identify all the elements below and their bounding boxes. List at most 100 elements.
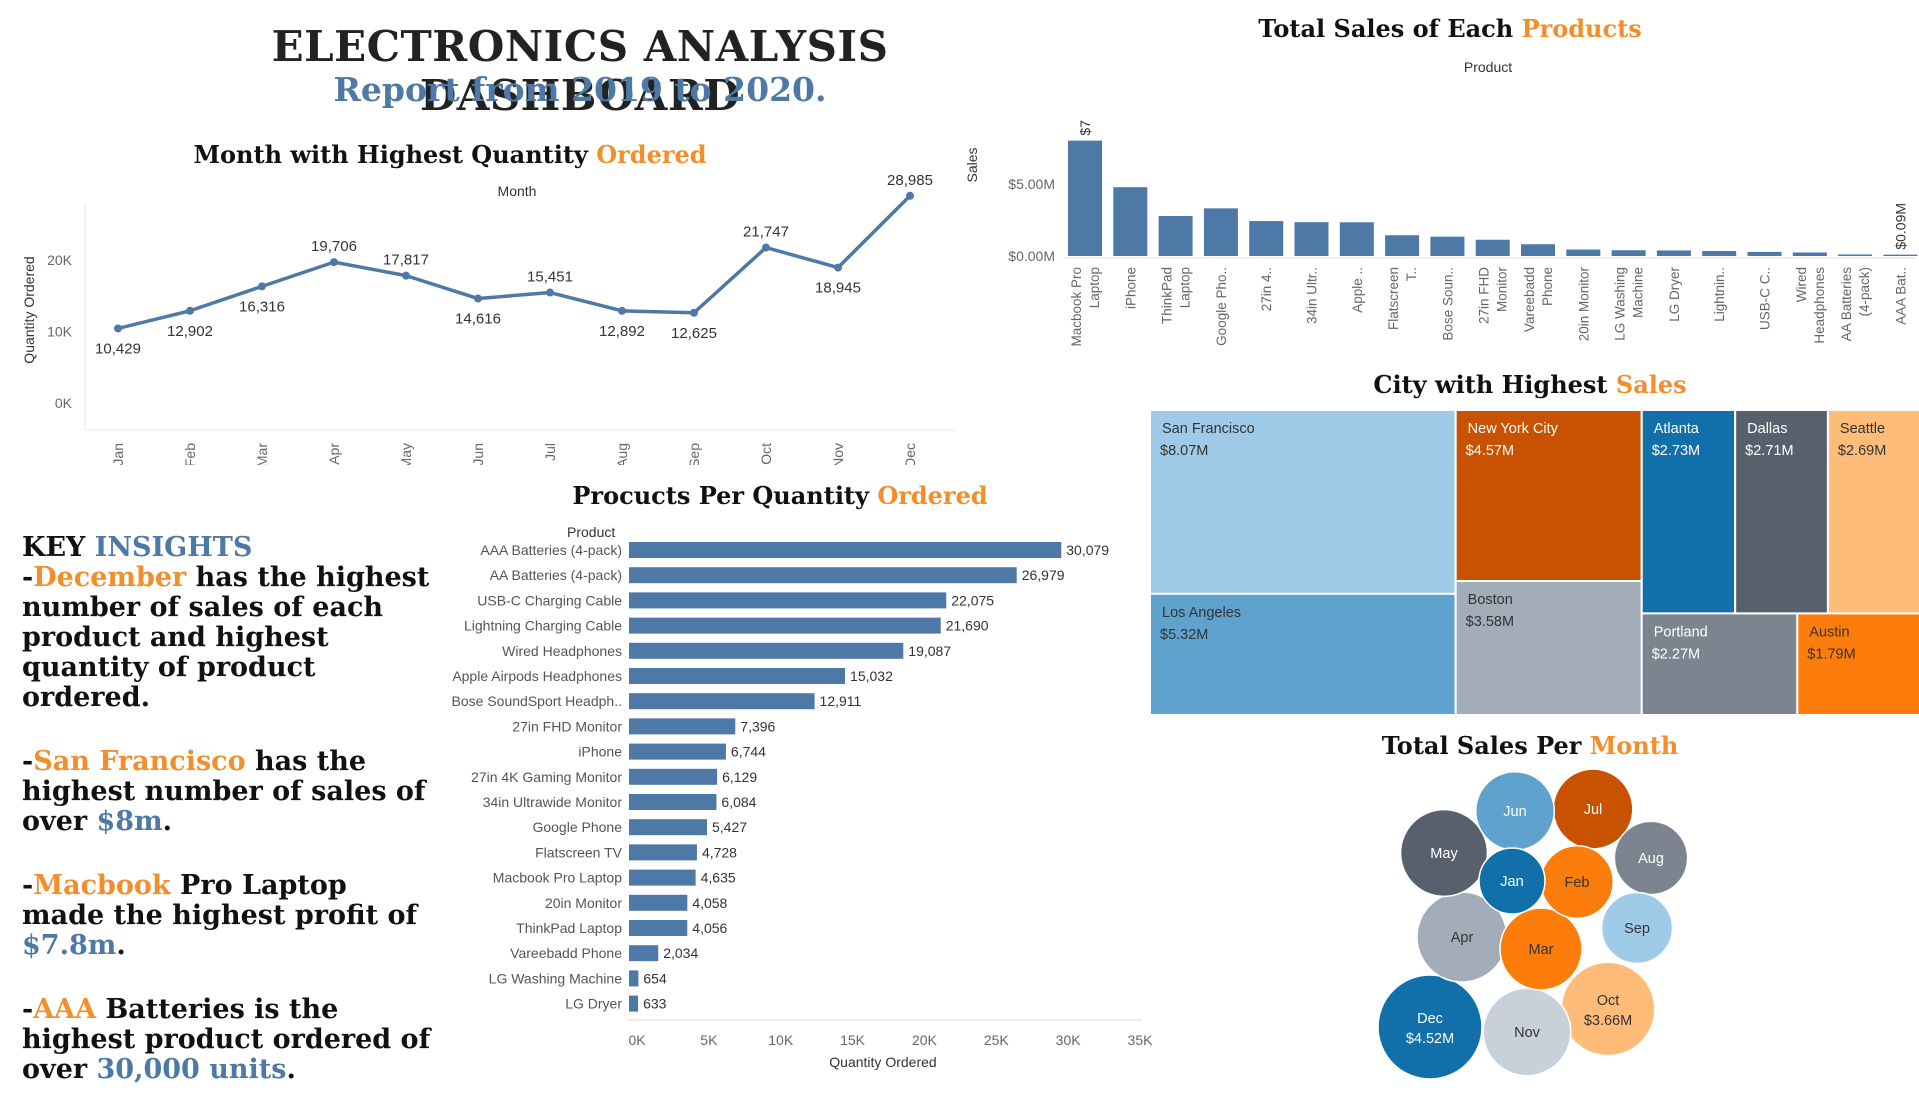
sales-bar xyxy=(1339,222,1374,256)
y-tick-label: 20K xyxy=(47,252,73,268)
city-sales-label: $2.71M xyxy=(1745,443,1793,459)
data-label: 6,084 xyxy=(721,794,756,810)
x-tick-label: 20K xyxy=(912,1032,938,1048)
x-tick-label: Apr xyxy=(326,443,342,465)
monthly-sales-title: Total Sales Per Month xyxy=(1381,731,1679,760)
x-tick-label: Machine xyxy=(1631,267,1646,318)
x-tick-label: May xyxy=(398,443,414,465)
insight-item: -Macbook Pro Laptop made the highest pro… xyxy=(22,870,418,961)
month-label: Jun xyxy=(1503,804,1526,820)
product-label: Apple Airpods Headphones xyxy=(452,668,622,684)
x-tick-label: Headphones xyxy=(1812,267,1827,344)
city-tile xyxy=(1454,580,1643,715)
month-label: Feb xyxy=(1565,875,1590,891)
data-label: 15,032 xyxy=(850,668,893,684)
data-label: $0.09M xyxy=(1892,203,1908,250)
month-bubble xyxy=(1613,820,1689,896)
product-header: Product xyxy=(567,524,615,540)
sales-bar xyxy=(1430,236,1465,256)
data-label: 17,817 xyxy=(383,252,429,269)
month-bubble xyxy=(1600,891,1674,965)
month-sales-label: $4.52M xyxy=(1406,1031,1454,1047)
x-tick-label: Sep xyxy=(686,443,702,465)
x-tick-label: Vareebadd xyxy=(1522,267,1537,332)
data-label: 12,892 xyxy=(599,323,645,340)
city-name-label: San Francisco xyxy=(1162,421,1255,437)
city-sales-label: $3.58M xyxy=(1466,614,1514,630)
x-tick-label: Oct xyxy=(758,443,774,465)
sales-bar xyxy=(1385,235,1420,256)
sales-bar xyxy=(1566,249,1601,256)
sales-bar xyxy=(1747,251,1782,256)
product-label: AAA Batteries (4-pack) xyxy=(480,542,622,558)
product-label: Wired Headphones xyxy=(502,643,622,659)
data-point xyxy=(546,288,554,297)
insight-item: -December has the highest number of sale… xyxy=(22,562,430,713)
month-label: Dec xyxy=(1417,1011,1443,1027)
data-label: 12,625 xyxy=(671,325,717,342)
city-name-label: Boston xyxy=(1468,592,1513,608)
data-point xyxy=(114,324,122,333)
city-sales-title: City with Highest Sales xyxy=(1373,370,1687,399)
x-tick-label: 27in FHD xyxy=(1477,267,1492,324)
x-tick-label: LG Dryer xyxy=(1667,267,1682,322)
y-axis-label: Quantity Ordered xyxy=(21,256,37,363)
sales-bar xyxy=(1203,208,1238,256)
x-tick-label: 20in Monitor xyxy=(1576,267,1591,342)
data-label: 14,616 xyxy=(455,311,501,328)
monthly-quantity-line-chart: Month 0K 10K 20K Quantity Ordered 10,429 Jan 12… xyxy=(21,175,955,465)
sales-bar xyxy=(1611,250,1646,256)
product-label: Vareebadd Phone xyxy=(510,945,622,961)
x-tick-label: Macbook Pro xyxy=(1069,267,1084,347)
y-tick-label: 10K xyxy=(47,324,73,340)
month-label: Jul xyxy=(1584,802,1603,818)
y-tick-label: 0K xyxy=(55,395,73,411)
x-tick-label: 0K xyxy=(628,1032,646,1048)
data-label: 21,747 xyxy=(743,224,789,241)
sales-bar xyxy=(1475,239,1510,256)
x-tick-label: 35K xyxy=(1128,1032,1154,1048)
data-label: 4,635 xyxy=(701,870,736,886)
product-label: ThinkPad Laptop xyxy=(516,920,622,936)
quantity-bar xyxy=(629,693,815,710)
sales-bar xyxy=(1702,251,1737,256)
quantity-bar xyxy=(629,794,717,810)
data-label: 28,985 xyxy=(887,175,933,189)
x-tick-label: Jul xyxy=(542,443,558,461)
city-sales-label: $4.57M xyxy=(1466,443,1514,459)
y-tick-label: $0.00M xyxy=(1008,248,1055,264)
quantity-bar xyxy=(629,869,696,886)
x-tick-label: Laptop xyxy=(1178,267,1193,308)
sales-bar xyxy=(1883,254,1918,256)
product-label: LG Dryer xyxy=(565,996,622,1012)
sales-bar xyxy=(1294,222,1329,256)
data-point xyxy=(762,243,770,252)
data-label: 6,129 xyxy=(722,769,757,785)
city-sales-label: $2.69M xyxy=(1838,443,1886,459)
city-name-label: Atlanta xyxy=(1654,421,1700,437)
data-label: 633 xyxy=(643,996,667,1012)
month-label: Nov xyxy=(1514,1025,1541,1041)
sales-bar xyxy=(1158,215,1193,256)
quantity-bar xyxy=(629,819,707,836)
x-tick-label: Phone xyxy=(1540,267,1555,306)
product-label: Flatscreen TV xyxy=(535,844,623,860)
data-label: 15,451 xyxy=(527,269,573,286)
quantity-bar xyxy=(629,743,726,760)
product-label: Macbook Pro Laptop xyxy=(493,870,622,886)
data-point xyxy=(618,306,626,315)
x-tick-label: Nov xyxy=(830,443,846,465)
month-label: Jan xyxy=(1500,874,1523,890)
y-tick-label: $5.00M xyxy=(1008,176,1055,192)
sales-bar xyxy=(1792,252,1827,256)
product-label: Bose SoundSport Headph.. xyxy=(452,693,622,709)
data-point xyxy=(834,263,842,272)
x-tick-label: Wired xyxy=(1794,267,1809,302)
data-label: 654 xyxy=(643,970,667,986)
quantity-bar xyxy=(629,995,639,1012)
sales-bar xyxy=(1068,140,1102,256)
x-tick-label: Feb xyxy=(182,443,198,465)
data-point xyxy=(258,282,266,291)
y-axis-label: Sales xyxy=(964,147,980,182)
x-tick-label: T.. xyxy=(1404,267,1419,281)
